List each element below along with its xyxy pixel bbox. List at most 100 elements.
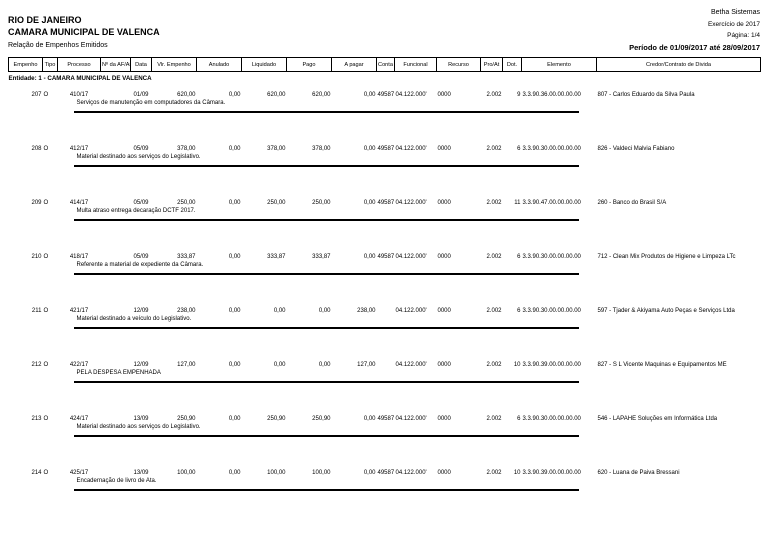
column-header: Nº da AF/Ano [100,57,131,72]
cell-empenho: 207 [31,91,42,98]
cell-empenho: 208 [31,145,42,152]
cell-pro-at: 2.002 [486,307,502,314]
cell-tipo: O [43,253,49,260]
cell-vlr-empenho: 620,00 [177,91,196,98]
cell-dot: 10 [513,469,521,476]
cell-elemento: 3.3.90.39.00.00.00.00 [522,361,581,368]
cell-af-ano [101,464,131,476]
cell-anulado: 0,00 [228,199,241,206]
cell-a-pagar: 127,00 [357,361,376,368]
entity-group-row: Entidade: 1 - CAMARA MUNICIPAL DE VALENC… [9,72,761,86]
record-separator [73,110,579,113]
cell-data: 13/09 [133,469,149,476]
cell-a-pagar: 238,00 [357,307,376,314]
record-separator [73,488,579,491]
cell-tipo: O [43,361,49,368]
cell-recurso: 0000 [437,91,451,98]
cell-elemento: 3.3.90.30.00.00.00.00 [522,415,581,422]
exercise-label: Exercício de 2017 [707,21,760,28]
cell-pago: 620,00 [312,91,331,98]
cell-anulado: 0,00 [228,415,241,422]
cell-funcional: 04.122.000' [395,253,427,260]
cell-dot: 10 [513,361,521,368]
cell-af-ano [101,356,131,368]
record-description-row: Multa atraso entrega decaração DCTF 2017… [9,206,761,216]
cell-dot: 11 [514,199,521,206]
record-separator [73,272,579,275]
column-header: Empenho [8,57,43,72]
record-description-row: Material destinado aos serviços do Legis… [9,152,761,162]
column-header: Funcional [394,57,437,72]
cell-recurso: 0000 [437,199,451,206]
column-header: Liquidado [241,57,287,72]
cell-data: 01/09 [133,91,149,98]
column-header: Dot. [502,57,522,72]
page-number: Página: 1/4 [727,32,760,39]
cell-tipo: O [43,91,49,98]
cell-pago: 100,00 [312,469,331,476]
cell-conta: 49587 [377,415,395,422]
cell-vlr-empenho: 250,90 [177,415,196,422]
cell-a-pagar: 0,00 [363,199,376,206]
cell-dot: 6 [517,307,521,314]
cell-funcional: 04.122.000' [395,307,427,314]
cell-vlr-empenho: 127,00 [177,361,196,368]
cell-dot: 6 [517,415,521,422]
record-separator [73,164,579,167]
cell-af-ano [101,410,131,422]
cell-pro-at: 2.002 [486,145,502,152]
cell-credor: 620 - Luana de Paiva Bressani [597,469,680,476]
cell-funcional: 04.122.000' [395,199,427,206]
cell-pago: 0,00 [318,307,331,314]
cell-liquidado: 378,00 [267,145,286,152]
cell-processo: 422/17 [69,361,89,368]
record-separator-row [9,270,761,302]
record-description: PELA DESPESA EMPENHADA [76,369,161,376]
record-separator-row [9,216,761,248]
record-description: Encadernação de livro de Ata. [76,477,157,484]
cell-a-pagar: 0,00 [363,91,376,98]
cell-a-pagar: 0,00 [363,469,376,476]
cell-empenho: 212 [31,361,42,368]
brand-name: Betha Sistemas [710,9,760,16]
cell-liquidado: 620,00 [267,91,286,98]
cell-processo: 410/17 [69,91,89,98]
record-description-row: PELA DESPESA EMPENHADA [9,368,761,378]
report-header-right: Betha Sistemas Exercício de 2017 Página:… [629,8,760,53]
cell-funcional: 04.122.000' [395,361,427,368]
record-separator [73,434,579,437]
cell-conta: 49587 [377,469,395,476]
cell-tipo: O [43,145,49,152]
record-separator [73,326,579,329]
cell-empenho: 209 [31,199,42,206]
record-row: 209 O 414/17 05/09 250,00 0,00 250,00 25… [9,194,761,206]
cell-liquidado: 100,00 [267,469,286,476]
record-separator [73,218,579,221]
cell-elemento: 3.3.90.39.00.00.00.00 [522,469,581,476]
cell-vlr-empenho: 378,00 [177,145,196,152]
record-description: Referente a material de expediente da Câ… [76,261,204,268]
column-header: Recurso [436,57,481,72]
record-row: 214 O 425/17 13/09 100,00 0,00 100,00 10… [9,464,761,476]
column-header: Conta [376,57,395,72]
column-header: Pro/At [480,57,503,72]
record-separator [73,380,579,383]
column-header: Elemento [521,57,597,72]
cell-liquidado: 333,87 [267,253,286,260]
column-header: Processo [57,57,101,72]
cell-af-ano [101,194,131,206]
cell-conta: 49587 [377,253,395,260]
record-separator-row [9,432,761,464]
cell-funcional: 04.122.000' [395,415,427,422]
cell-processo: 412/17 [69,145,89,152]
entity-title: CAMARA MUNICIPAL DE VALENCA [8,27,160,37]
record-separator-row [9,378,761,410]
cell-funcional: 04.122.000' [395,91,427,98]
cell-pro-at: 2.002 [486,199,502,206]
cell-empenho: 211 [31,307,42,314]
cell-anulado: 0,00 [228,91,241,98]
cell-recurso: 0000 [437,307,451,314]
record-description: Material destinado a veículo do Legislat… [76,315,192,322]
cell-recurso: 0000 [437,253,451,260]
cell-conta: 49587 [377,145,395,152]
